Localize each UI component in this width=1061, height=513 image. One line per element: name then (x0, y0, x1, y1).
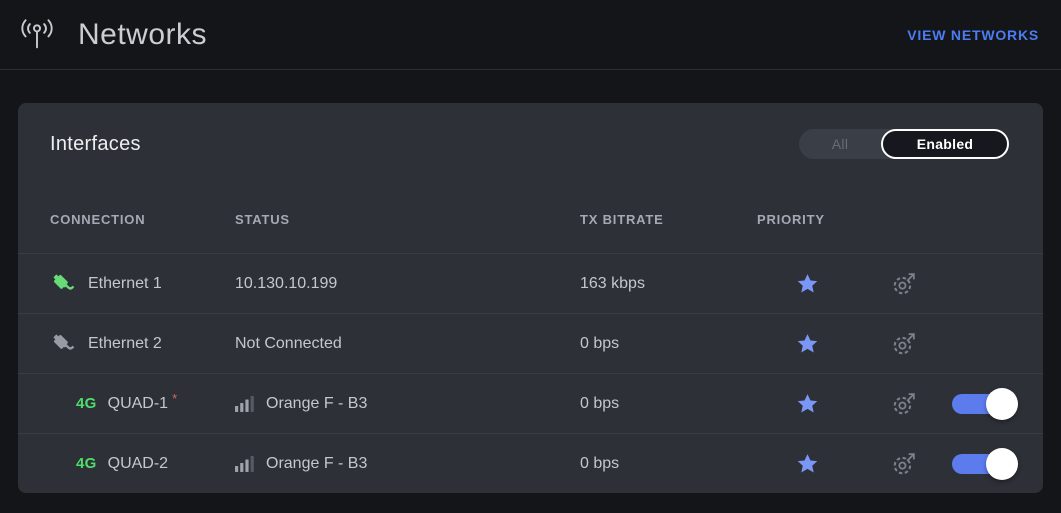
toggle-cell (952, 387, 1018, 421)
filter-all-button[interactable]: All (799, 129, 881, 159)
priority-cell (757, 452, 857, 475)
status-cell: Orange F - B3 (235, 455, 580, 473)
priority-cell (757, 272, 857, 295)
connection-asterisk: * (172, 391, 178, 406)
status-text: Not Connected (235, 334, 342, 352)
page-header: Networks VIEW NETWORKS (0, 0, 1061, 70)
signal-bars-icon (235, 395, 257, 413)
enable-toggle[interactable] (952, 447, 1018, 481)
filter-enabled-button[interactable]: Enabled (881, 129, 1009, 159)
card-title: Interfaces (50, 132, 141, 155)
interfaces-card: Interfaces All Enabled CONNECTION STATUS… (18, 103, 1043, 493)
status-text: Orange F - B3 (266, 394, 368, 412)
connection-cell: 4G QUAD-2 (50, 455, 235, 473)
connection-name: QUAD-1 (107, 394, 169, 412)
tx-bitrate-value: 0 bps (580, 454, 620, 472)
priority-star-icon[interactable] (796, 452, 819, 475)
ethernet-plug-icon (50, 271, 76, 297)
status-text: Orange F - B3 (266, 454, 368, 472)
settings-cell (857, 270, 952, 297)
connection-cell: Ethernet 1 (50, 271, 235, 297)
tx-bitrate-value: 0 bps (580, 394, 620, 412)
table-row: Ethernet 1 10.130.10.199 163 kbps (18, 253, 1043, 313)
priority-star-icon[interactable] (796, 272, 819, 295)
connection-name: Ethernet 2 (88, 334, 162, 352)
priority-cell (757, 332, 857, 355)
settings-cell (857, 330, 952, 357)
column-header-connection: CONNECTION (50, 211, 146, 227)
settings-cell (857, 390, 952, 417)
status-cell: 10.130.10.199 (235, 275, 580, 293)
tx-bitrate-value: 163 kbps (580, 274, 645, 292)
status-text: 10.130.10.199 (235, 274, 338, 292)
column-header-tx-bitrate: TX BITRATE (580, 211, 664, 227)
cellular-4g-badge: 4G (76, 395, 97, 412)
settings-gear-icon[interactable] (891, 270, 918, 297)
settings-gear-icon[interactable] (891, 450, 918, 477)
antenna-icon (18, 16, 56, 54)
table-row: Ethernet 2 Not Connected 0 bps (18, 313, 1043, 373)
card-header: Interfaces All Enabled (18, 103, 1043, 185)
column-header-priority: PRIORITY (757, 211, 825, 227)
page-title: Networks (78, 17, 208, 51)
filter-toggle: All Enabled (799, 129, 1009, 159)
signal-bars-icon (235, 455, 257, 473)
status-cell: Orange F - B3 (235, 395, 580, 413)
connection-cell: 4G QUAD-1 * (50, 391, 235, 413)
priority-star-icon[interactable] (796, 392, 819, 415)
ethernet-plug-icon (50, 331, 76, 357)
priority-cell (757, 392, 857, 415)
table-row: 4G QUAD-1 * Orange F - B3 0 bps (18, 373, 1043, 433)
toggle-knob (986, 387, 1018, 420)
priority-star-icon[interactable] (796, 332, 819, 355)
view-networks-link[interactable]: VIEW NETWORKS (907, 26, 1039, 43)
settings-cell (857, 450, 952, 477)
table-header-row: CONNECTION STATUS TX BITRATE PRIORITY (18, 185, 1043, 253)
settings-gear-icon[interactable] (891, 330, 918, 357)
toggle-cell (952, 447, 1018, 481)
connection-name: Ethernet 1 (88, 274, 162, 292)
settings-gear-icon[interactable] (891, 390, 918, 417)
cellular-4g-badge: 4G (76, 455, 97, 472)
enable-toggle[interactable] (952, 387, 1018, 421)
column-header-status: STATUS (235, 211, 290, 227)
connection-cell: Ethernet 2 (50, 331, 235, 357)
tx-bitrate-value: 0 bps (580, 334, 620, 352)
status-cell: Not Connected (235, 335, 580, 353)
connection-name: QUAD-2 (107, 454, 169, 472)
toggle-knob (986, 447, 1018, 480)
table-row: 4G QUAD-2 Orange F - B3 0 bps (18, 433, 1043, 493)
table-body: Ethernet 1 10.130.10.199 163 kbps (18, 253, 1043, 493)
